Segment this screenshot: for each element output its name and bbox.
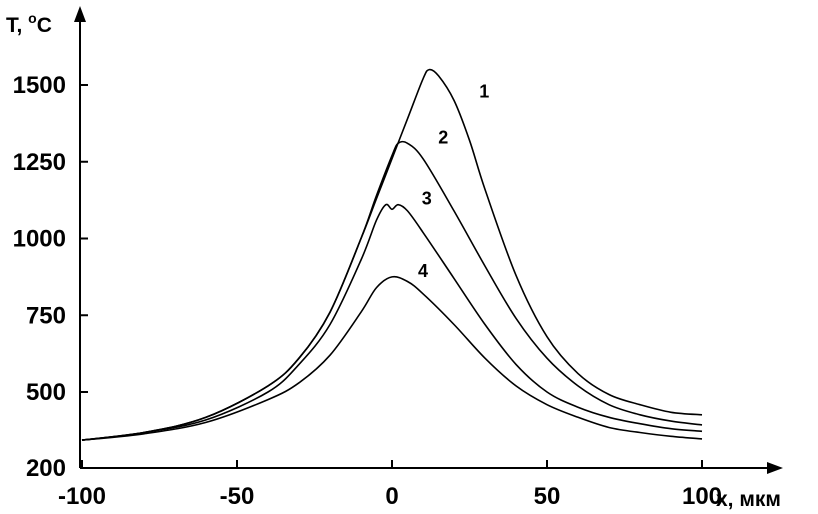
curve-labels: 1 2 3 4: [418, 82, 489, 281]
series-line-4: [81, 275, 703, 441]
y-tick-label: 200: [26, 455, 66, 482]
x-tick-label: -100: [58, 483, 106, 510]
x-axis-title: x, мкм: [716, 488, 781, 511]
y-axis-title-main: T,: [6, 14, 28, 37]
series-label-4: 4: [418, 261, 428, 281]
x-tick-label: 0: [385, 483, 398, 510]
curves: [81, 68, 703, 441]
y-tick-label: 1000: [13, 226, 66, 253]
y-axis-arrow-icon: [74, 6, 86, 22]
series-line-1: [81, 68, 703, 441]
y-tick-label: 1500: [13, 72, 66, 99]
series-label-1: 1: [479, 82, 489, 102]
series-line-2: [81, 140, 703, 441]
series-label-2: 2: [438, 127, 448, 147]
y-ticks: 200 500 750 1000 1250 1500: [13, 72, 88, 482]
x-axis-arrow-icon: [767, 462, 783, 474]
y-tick-label: 1250: [13, 149, 66, 176]
y-axis-title-sup: o: [28, 10, 37, 26]
x-tick-label: -50: [220, 483, 255, 510]
x-tick-label: 100: [682, 483, 722, 510]
series-label-3: 3: [422, 189, 432, 209]
y-axis-title-unit: C: [37, 14, 52, 37]
x-ticks: -100 -50 0 50 100: [58, 460, 722, 510]
series-line-3: [81, 203, 703, 441]
axes: [74, 6, 783, 474]
y-tick-label: 500: [26, 379, 66, 406]
x-tick-label: 50: [534, 483, 561, 510]
y-tick-label: 750: [26, 302, 66, 329]
y-axis-title: T, oC: [6, 10, 52, 37]
